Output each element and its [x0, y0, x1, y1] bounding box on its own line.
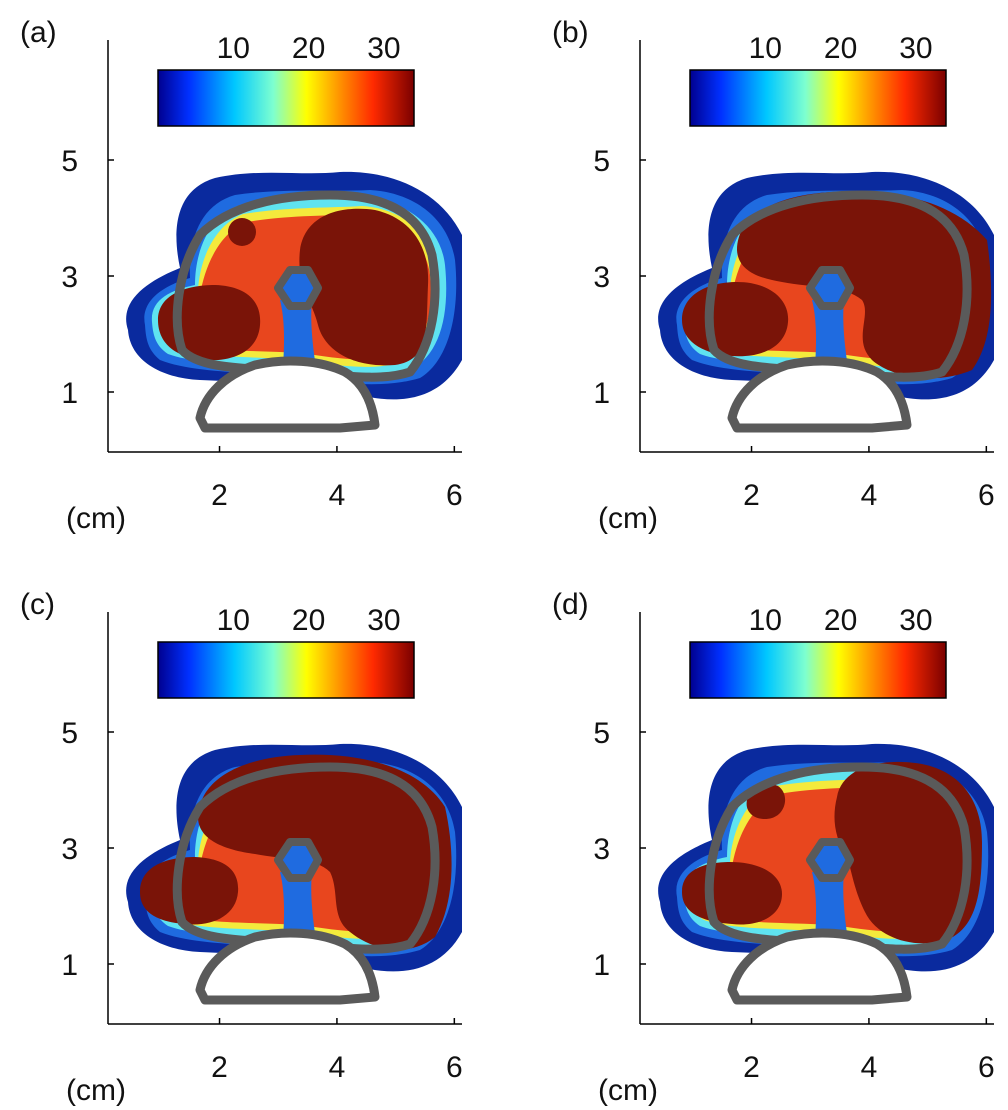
colorbar-tick-label: 10 [749, 604, 782, 637]
y-tick-label: 3 [593, 261, 610, 294]
x-tick-label: 2 [211, 1051, 228, 1084]
panel-label: (b) [552, 16, 589, 49]
dose-core [198, 754, 452, 950]
y-tick-label: 1 [61, 377, 78, 410]
panel-label: (a) [20, 16, 57, 49]
colorbar [689, 641, 947, 699]
x-tick-label: 2 [211, 479, 228, 512]
rectum-contour [727, 356, 912, 433]
dose-core [834, 761, 982, 944]
panel-d: 2 4 6 1 3 5 (d) (cm) 10 20 30 [552, 588, 995, 1107]
dose-core [682, 862, 782, 925]
colorbar-tick-label: 20 [824, 604, 857, 637]
x-tick-label: 2 [743, 479, 760, 512]
rectum-contour [727, 928, 912, 1005]
colorbar-tick-label: 10 [217, 604, 250, 637]
y-tick-label: 5 [593, 145, 610, 178]
colorbar-tick-label: 20 [824, 32, 857, 65]
y-tick-label: 5 [61, 717, 78, 750]
colorbar [157, 69, 415, 127]
panel-c: 2 4 6 1 3 5 (c) (cm) 10 20 30 [20, 588, 463, 1107]
rectum-contour [195, 356, 380, 433]
y-tick-label: 5 [593, 717, 610, 750]
urethra-contour [806, 838, 854, 882]
panel-b: 2 4 6 1 3 5 (b) (cm) 10 20 30 [552, 16, 995, 535]
x-tick-label: 2 [743, 1051, 760, 1084]
x-tick-label: 6 [446, 1051, 463, 1084]
x-tick-label: 6 [978, 1051, 995, 1084]
x-axis-label: (cm) [66, 502, 126, 535]
y-tick-label: 3 [593, 833, 610, 866]
x-tick-label: 6 [978, 479, 995, 512]
colorbar-tick-label: 30 [367, 32, 400, 65]
colorbar-tick-label: 30 [899, 32, 932, 65]
dose-core [737, 191, 992, 379]
x-axis-label: (cm) [66, 1074, 126, 1107]
y-tick-label: 1 [593, 377, 610, 410]
y-tick-label: 5 [61, 145, 78, 178]
colorbar [157, 641, 415, 699]
colorbar-tick-label: 10 [217, 32, 250, 65]
dose-core [682, 282, 789, 357]
x-axis-label: (cm) [598, 502, 658, 535]
y-tick-label: 3 [61, 261, 78, 294]
x-tick-label: 4 [329, 479, 346, 512]
urethra-contour [274, 266, 322, 310]
colorbar-tick-label: 20 [292, 32, 325, 65]
panel-label: (c) [20, 588, 55, 621]
panel-label: (d) [552, 588, 589, 621]
colorbar-tick-label: 30 [899, 604, 932, 637]
dose-core [140, 857, 239, 925]
urethra-contour [274, 838, 322, 882]
colorbar [689, 69, 947, 127]
x-tick-label: 6 [446, 479, 463, 512]
colorbar-tick-label: 10 [749, 32, 782, 65]
urethra-contour [806, 266, 854, 310]
colorbar-tick-label: 30 [367, 604, 400, 637]
x-tick-label: 4 [329, 1051, 346, 1084]
colorbar-tick-label: 20 [292, 604, 325, 637]
y-tick-label: 1 [593, 949, 610, 982]
y-tick-label: 1 [61, 949, 78, 982]
x-axis-label: (cm) [598, 1074, 658, 1107]
y-tick-label: 3 [61, 833, 78, 866]
rectum-contour [195, 928, 380, 1005]
x-tick-label: 4 [861, 479, 878, 512]
dose-map [126, 743, 463, 972]
panel-a: 2 4 6 1 3 5 (a) (cm) 10 20 30 [20, 16, 463, 535]
dose-core [299, 208, 429, 366]
dose-core [228, 218, 256, 246]
x-tick-label: 4 [861, 1051, 878, 1084]
